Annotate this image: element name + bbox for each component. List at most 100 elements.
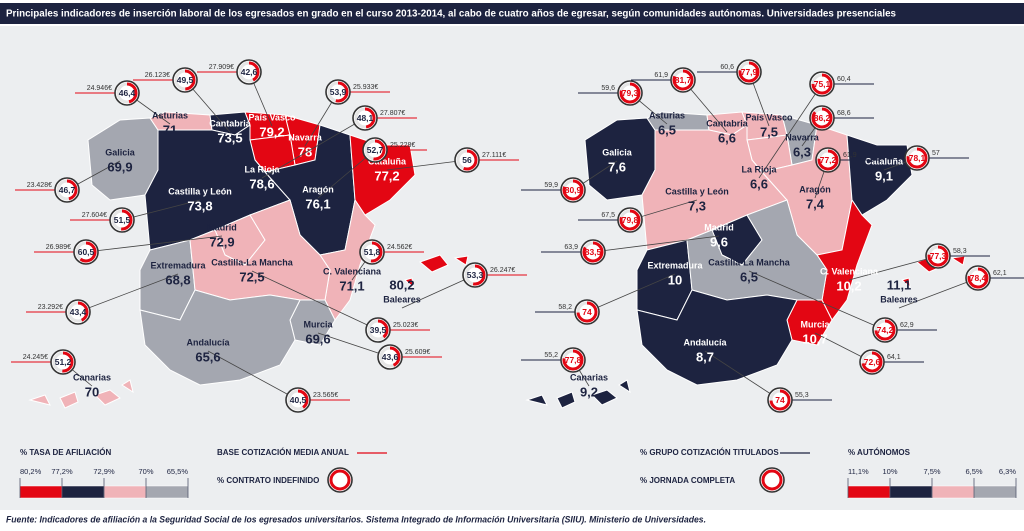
ring-label: 77,9	[741, 67, 758, 77]
region-value: 7,6	[608, 159, 626, 174]
line-label: 63,9	[564, 244, 578, 251]
leader-line	[85, 235, 223, 253]
legend-scale-label: 65,5%	[167, 467, 189, 476]
ring-label: 53,3	[467, 270, 484, 280]
ring-arc	[126, 82, 138, 104]
region-value: 7,3	[688, 198, 706, 213]
ring-label: 49,5	[177, 75, 194, 85]
ring-arc	[335, 81, 349, 103]
region-name: Aragón	[302, 184, 334, 194]
ring-arc	[364, 107, 376, 129]
region-value: 6,3	[793, 144, 811, 159]
ring-arc	[562, 349, 584, 371]
ring-arc	[769, 389, 791, 411]
ring-arc	[874, 319, 896, 341]
region-value: 10	[668, 272, 682, 287]
region-name: Asturias	[152, 110, 188, 120]
ring-label: 77,2	[820, 155, 837, 165]
region-name: Canarias	[73, 372, 111, 382]
ring-arc	[66, 179, 78, 201]
legend-title: % AUTÓNOMOS	[848, 448, 911, 457]
map: Galicia 7,6 Asturias 6,5 Cantabria 6,6 País Va…	[521, 59, 1024, 499]
leader-line	[77, 273, 179, 313]
region-value: 79,2	[259, 124, 284, 139]
region-value: 80,2	[389, 277, 414, 292]
line-label: 25.228€	[390, 142, 415, 149]
leader-line	[261, 117, 366, 179]
line-label: 27.807€	[380, 110, 405, 117]
region-name: Castilla-La Mancha	[211, 257, 294, 267]
region-name: Galicia	[105, 147, 136, 157]
region	[591, 389, 618, 406]
leader-line	[848, 255, 939, 281]
ring-label: 74	[775, 395, 785, 405]
line-label: 24.946€	[87, 85, 112, 92]
line-label: 25.933€	[353, 84, 378, 91]
line-label: 68,6	[837, 110, 851, 117]
ring-arc	[377, 319, 389, 339]
region-value: 7,4	[806, 196, 825, 211]
ring-label: 60,5	[78, 247, 95, 257]
legend-swatch	[19, 485, 63, 499]
ring-label: 83,5	[585, 247, 602, 257]
legend-scale-label: 72,9%	[93, 467, 115, 476]
ring-label: 43,4	[70, 307, 87, 317]
ring-arc	[906, 147, 928, 169]
region-name: Extremadura	[647, 260, 703, 270]
line-label: 26.123€	[145, 72, 170, 79]
region-name: Andalucía	[186, 337, 230, 347]
line-label: 23.292€	[38, 304, 63, 311]
region-value: 6,6	[718, 130, 736, 145]
region	[453, 255, 469, 266]
region-name: País Vasco	[248, 112, 296, 122]
region-name: C. Valenciana	[323, 266, 382, 276]
line-label: 55,3	[795, 392, 809, 399]
ring-arc	[472, 264, 486, 286]
region-value: 71	[163, 122, 177, 137]
ring-arc	[77, 301, 89, 322]
region	[525, 394, 548, 406]
region-name: Castilla-La Mancha	[708, 257, 791, 267]
legend-swatch	[889, 485, 933, 499]
region-value: 6,5	[740, 269, 758, 284]
legend-swatch	[145, 485, 189, 499]
ring-arc	[62, 351, 74, 373]
region	[556, 391, 576, 409]
leader-line	[592, 235, 720, 253]
region-name: Navarra	[785, 132, 820, 142]
legend-scale-label: 77,2%	[51, 467, 73, 476]
region-name: Canarias	[570, 372, 608, 382]
legend-swatch	[61, 485, 105, 499]
region-value: 76,1	[305, 196, 330, 211]
region	[618, 379, 631, 394]
ring-arc	[967, 267, 989, 289]
region-name: Navarra	[288, 132, 323, 142]
ring-arc	[297, 389, 309, 409]
ring-arc	[738, 61, 760, 83]
legend-ring-title: % CONTRATO INDEFINIDO	[217, 476, 319, 485]
line-label: 24.562€	[387, 244, 412, 251]
legend-swatch	[103, 485, 147, 499]
legend-line-title: % GRUPO COTIZACIÓN TITULADOS	[640, 448, 779, 457]
region-name: Cantabria	[706, 118, 749, 128]
line-label: 27.604€	[82, 212, 107, 219]
leader-line	[207, 350, 299, 401]
line-label: 62,9	[900, 322, 914, 329]
ring-label: 42,6	[241, 67, 258, 77]
leader-line	[898, 277, 979, 309]
region-name: Cataluña	[865, 156, 904, 166]
region-name: C. Valenciana	[820, 266, 879, 276]
line-label: 62,1	[993, 270, 1007, 277]
region-value: 9,6	[710, 234, 728, 249]
line-label: 60,6	[720, 64, 734, 71]
region-name: Murcia	[800, 319, 830, 329]
ring-label: 79,8	[622, 215, 639, 225]
legend-scale-label: 6,5%	[965, 467, 982, 476]
legend-ring-inner	[329, 469, 351, 491]
region-name: Andalucía	[683, 337, 727, 347]
ring-label: 81,7	[675, 75, 692, 85]
ring-arc	[562, 179, 584, 201]
line-label: 58,2	[558, 304, 572, 311]
ring-arc	[248, 61, 260, 82]
region-name: Baleares	[880, 294, 918, 304]
